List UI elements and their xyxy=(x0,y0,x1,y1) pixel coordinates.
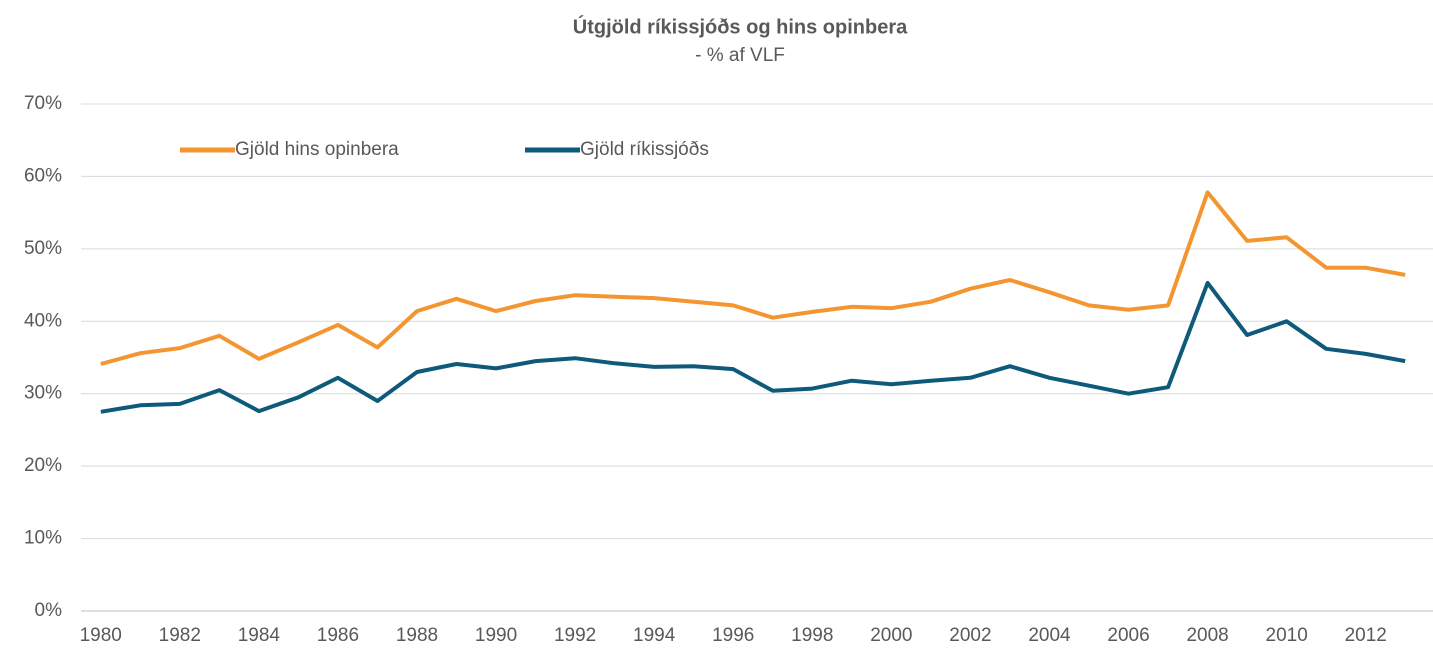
x-tick-label: 1986 xyxy=(317,625,359,646)
series-line xyxy=(100,280,1406,414)
x-tick-label: 1998 xyxy=(791,625,833,646)
x-tick-label: 1996 xyxy=(712,625,754,646)
y-tick-label: 60% xyxy=(24,165,62,186)
legend-label: Gjöld hins opinbera xyxy=(235,139,399,160)
x-tick-label: 2006 xyxy=(1107,625,1149,646)
y-tick-label: 30% xyxy=(24,383,62,404)
x-tick-label: 2012 xyxy=(1345,625,1387,646)
x-tick-label: 1992 xyxy=(554,625,596,646)
x-tick-label: 1988 xyxy=(396,625,438,646)
y-tick-label: 40% xyxy=(24,310,62,331)
legend-label: Gjöld ríkissjóðs xyxy=(580,139,709,160)
y-tick-label: 20% xyxy=(24,455,62,476)
x-tick-label: 2000 xyxy=(870,625,912,646)
chart-subtitle: - % af VLF xyxy=(695,45,785,66)
chart-title: Útgjöld ríkissjóðs og hins opinbera xyxy=(573,14,908,38)
y-tick-label: 50% xyxy=(24,238,62,259)
x-tick-label: 1982 xyxy=(159,625,201,646)
x-tick-label: 1984 xyxy=(238,625,281,646)
x-tick-label: 2008 xyxy=(1186,625,1228,646)
x-tick-label: 1990 xyxy=(475,625,517,646)
x-tick-label: 2010 xyxy=(1266,625,1308,646)
x-tick-label: 1994 xyxy=(633,625,676,646)
x-tick-label: 2004 xyxy=(1028,625,1071,646)
y-tick-label: 0% xyxy=(35,600,63,621)
y-tick-label: 70% xyxy=(24,93,62,114)
y-tick-label: 10% xyxy=(24,528,62,549)
x-tick-label: 1980 xyxy=(80,625,122,646)
series-line xyxy=(100,190,1406,366)
x-tick-label: 2002 xyxy=(949,625,991,646)
